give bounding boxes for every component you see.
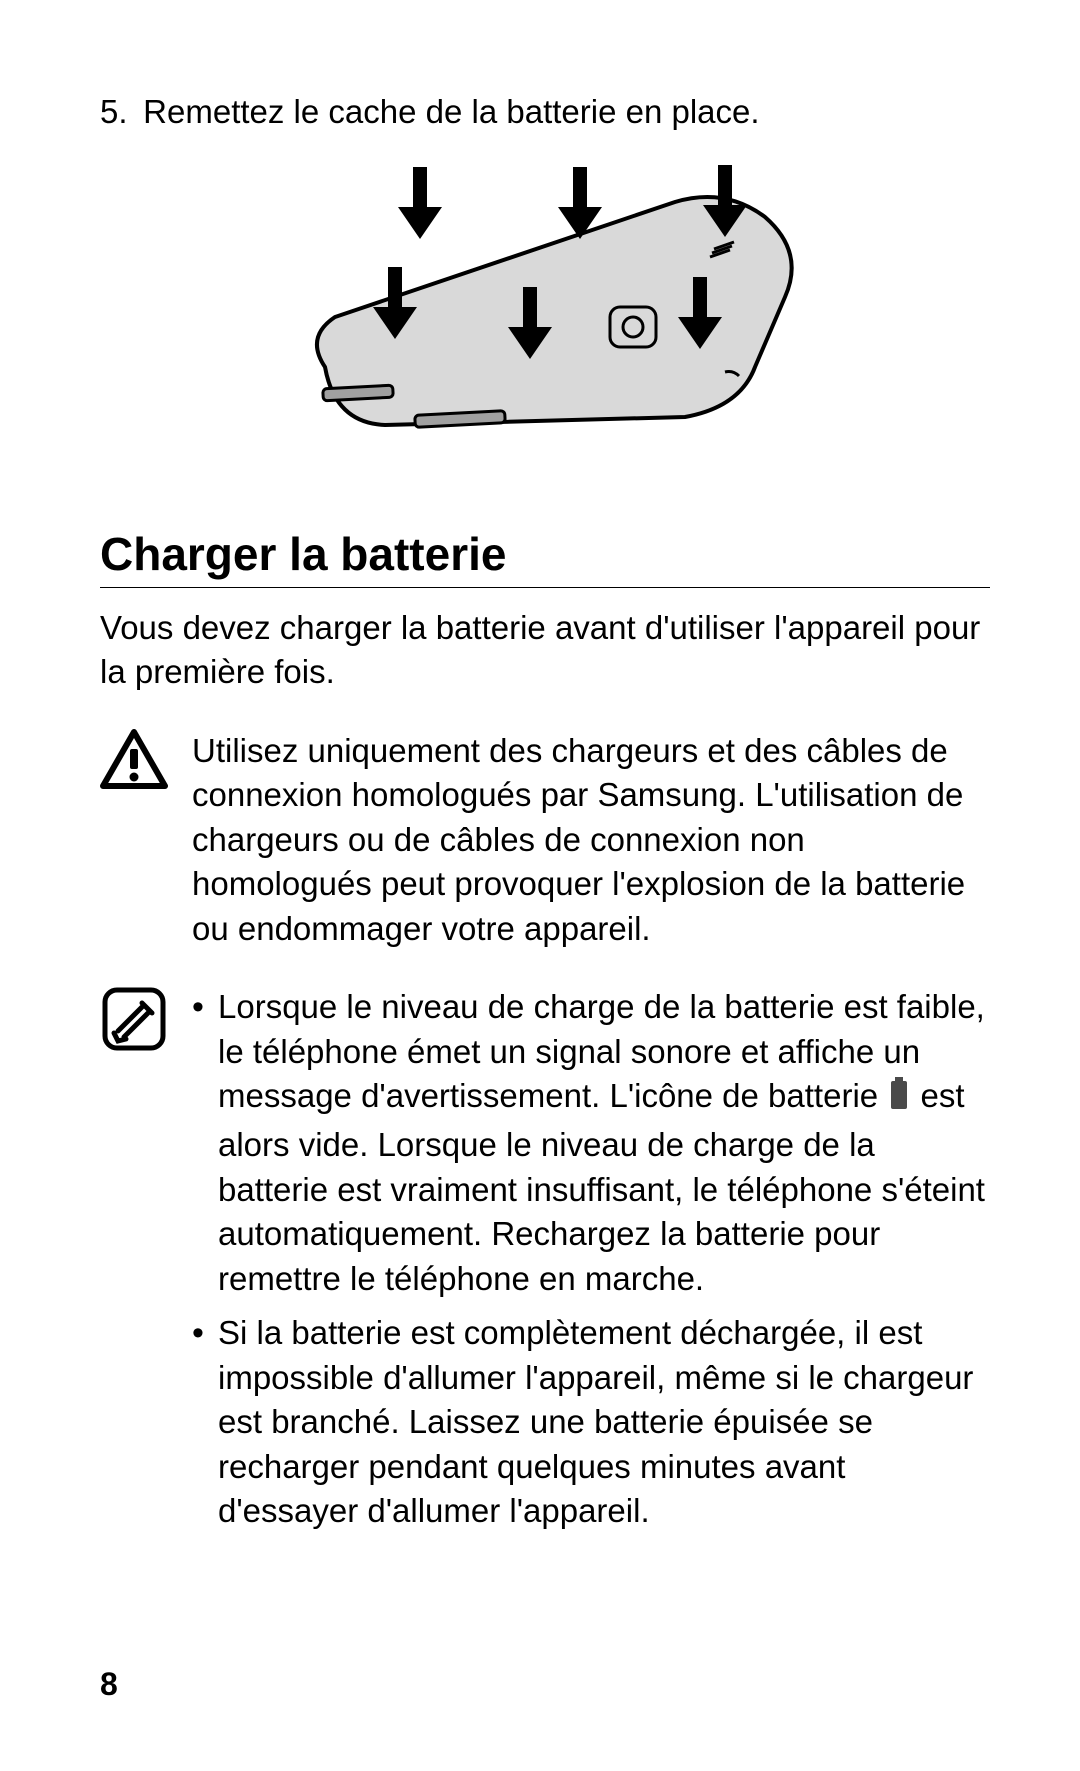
note-bullet-1: Lorsque le niveau de charge de la batter… — [192, 985, 990, 1301]
phone-diagram-svg — [265, 157, 825, 457]
note-icon — [100, 985, 168, 1544]
note-bullet-2: Si la batterie est complètement déchargé… — [192, 1311, 990, 1534]
battery-cover-illustration — [100, 157, 990, 457]
warning-icon — [100, 729, 168, 952]
warning-callout: Utilisez uniquement des chargeurs et des… — [100, 729, 990, 952]
section-heading: Charger la batterie — [100, 527, 990, 588]
note-callout: Lorsque le niveau de charge de la batter… — [100, 985, 990, 1544]
note-bullet-list: Lorsque le niveau de charge de la batter… — [192, 985, 990, 1534]
warning-text: Utilisez uniquement des chargeurs et des… — [192, 729, 990, 952]
step-text: Remettez le cache de la batterie en plac… — [143, 93, 759, 130]
page-number: 8 — [100, 1666, 118, 1703]
battery-empty-icon — [889, 1077, 909, 1123]
section-intro: Vous devez charger la batterie avant d'u… — [100, 606, 990, 695]
step-number: 5. — [100, 90, 134, 135]
note-body: Lorsque le niveau de charge de la batter… — [192, 985, 990, 1544]
step-ordered-line: 5. Remettez le cache de la batterie en p… — [100, 90, 990, 135]
note-bullet-1-pre: Lorsque le niveau de charge de la batter… — [218, 988, 985, 1114]
